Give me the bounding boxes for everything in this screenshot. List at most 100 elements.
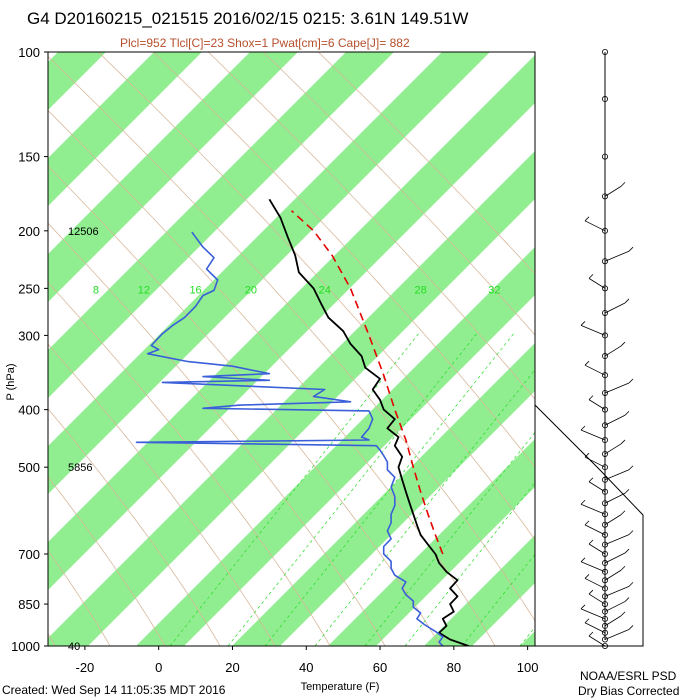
- wind-barb-shaft: [604, 345, 622, 357]
- wind-station-circle: [602, 422, 609, 429]
- dry-adiabat-line: [48, 56, 535, 622]
- wind-barb-flag: [584, 216, 590, 222]
- isotherm-band: [0, 32, 30, 666]
- wind-station-circle: [602, 406, 609, 413]
- wind-barb-flag: [580, 604, 586, 610]
- y-tick-label: 100: [18, 45, 40, 60]
- wind-station-circle: [602, 577, 609, 584]
- credit-org: NOAA/ESRL PSD: [580, 669, 677, 683]
- wind-barb-shaft: [584, 578, 606, 589]
- dewpoint-line: [135, 231, 444, 646]
- wind-station-circle: [602, 541, 609, 548]
- y-tick-label: 500: [18, 460, 40, 475]
- dry-adiabats: [48, 52, 535, 646]
- wind-barb-flag: [628, 465, 634, 471]
- wind-barb-shaft: [604, 443, 622, 455]
- wind-barb-shaft: [604, 534, 630, 545]
- wind-barb-shaft: [604, 469, 630, 481]
- dry-adiabat-line: [48, 222, 386, 646]
- wind-barb-flag: [580, 425, 586, 431]
- dry-adiabat-line: [48, 343, 276, 646]
- wind-barb-flag: [628, 246, 634, 252]
- x-tick-label: 40: [299, 660, 313, 675]
- temperature-line: [268, 198, 469, 646]
- wind-barb-shaft: [584, 524, 606, 536]
- y-tick-label: 1000: [11, 639, 40, 654]
- wind-station-circle: [602, 636, 609, 643]
- wind-barb-shaft: [588, 399, 606, 410]
- wind-barb-flag: [628, 378, 634, 384]
- dry-adiabat-line: [208, 52, 535, 400]
- y-tick-label: 150: [18, 150, 40, 165]
- wind-station-circle: [602, 531, 609, 538]
- wind-barb-flag: [584, 452, 590, 458]
- created-timestamp: Created: Wed Sep 14 11:05:35 MDT 2016: [2, 683, 226, 697]
- wind-barb-shaft: [584, 364, 606, 376]
- wind-barb-shaft: [588, 593, 606, 605]
- wind-station-circle: [602, 464, 609, 471]
- wind-station-circle: [602, 450, 609, 457]
- pressure-axis: 100 150 200 250 300 400 500 700 850 1000: [11, 45, 48, 654]
- wind-barb-shaft: [584, 622, 606, 634]
- isotherm-band: [48, 52, 394, 398]
- temperature-axis: -20 0 20 40 60 80 100: [75, 646, 538, 675]
- wind-barb-shaft: [580, 429, 606, 441]
- wind-barb-shaft: [580, 561, 606, 573]
- dry-adiabat-line: [48, 281, 331, 646]
- isotherm-band: [48, 55, 535, 590]
- wind-barb-shaft: [604, 302, 626, 314]
- wind-barb-shaft: [604, 186, 622, 197]
- credit-note: Dry Bias Corrected: [578, 684, 679, 698]
- isotherm-band: [424, 535, 535, 646]
- wind-barb-flag: [624, 488, 630, 494]
- x-tick-label: 0: [155, 660, 162, 675]
- x-tick-label: -20: [75, 660, 94, 675]
- wind-barb-flag: [580, 557, 586, 563]
- mixing-ratio-label: 20: [245, 284, 257, 296]
- wind-barb-shaft: [604, 601, 626, 612]
- wind-barb-shaft: [604, 552, 626, 564]
- wind-barb-flag: [620, 510, 626, 516]
- wind-barb-shaft: [604, 514, 622, 526]
- wind-barb-flag: [624, 597, 630, 602]
- wind-station-circle: [602, 285, 609, 292]
- wind-station-circle: [602, 629, 609, 636]
- dry-adiabat-line: [48, 476, 166, 646]
- wind-station-circle: [602, 372, 609, 379]
- wind-station-circle: [602, 608, 609, 615]
- mixing-ratio-label: 24: [319, 284, 331, 296]
- wind-station-circle: [602, 332, 609, 339]
- wind-barb-flag: [620, 341, 626, 347]
- isotherm-bands: [0, 32, 700, 666]
- wind-barb-shaft: [604, 414, 626, 426]
- isotherm-band: [596, 32, 700, 666]
- height-labels: 12506 5856 40: [68, 226, 99, 653]
- mixing-ratio-line: [364, 431, 535, 646]
- wind-barb-shaft: [604, 615, 622, 627]
- wind-station-circle: [602, 49, 609, 56]
- mixing-ratio-line: [519, 626, 535, 646]
- mixing-ratio-label: 12: [138, 284, 150, 296]
- wind-station-circle: [602, 511, 609, 518]
- mixing-ratio-line: [404, 482, 535, 646]
- dry-adiabat-line: [48, 550, 111, 646]
- isotherm-band: [48, 52, 298, 302]
- wind-barb-flag: [588, 477, 594, 483]
- dry-adiabat-line: [98, 52, 535, 541]
- mixing-ratio-label: 16: [189, 284, 201, 296]
- y-tick-label: 250: [18, 281, 40, 296]
- wind-station-circle: [602, 550, 609, 557]
- wind-station-circle: [602, 521, 609, 528]
- y-tick-label: 300: [18, 328, 40, 343]
- wind-barb-flag: [620, 611, 626, 617]
- wind-station-circle: [602, 96, 609, 103]
- x-tick-label: 80: [447, 660, 461, 675]
- x-axis-label: Temperature (F): [301, 681, 380, 693]
- y-tick-label: 200: [18, 224, 40, 239]
- mixing-ratio-line: [314, 369, 535, 646]
- y-tick-label: 850: [18, 597, 40, 612]
- wind-barb-shaft: [580, 325, 606, 336]
- wind-station-circle: [602, 153, 609, 160]
- wind-station-circle: [602, 593, 609, 600]
